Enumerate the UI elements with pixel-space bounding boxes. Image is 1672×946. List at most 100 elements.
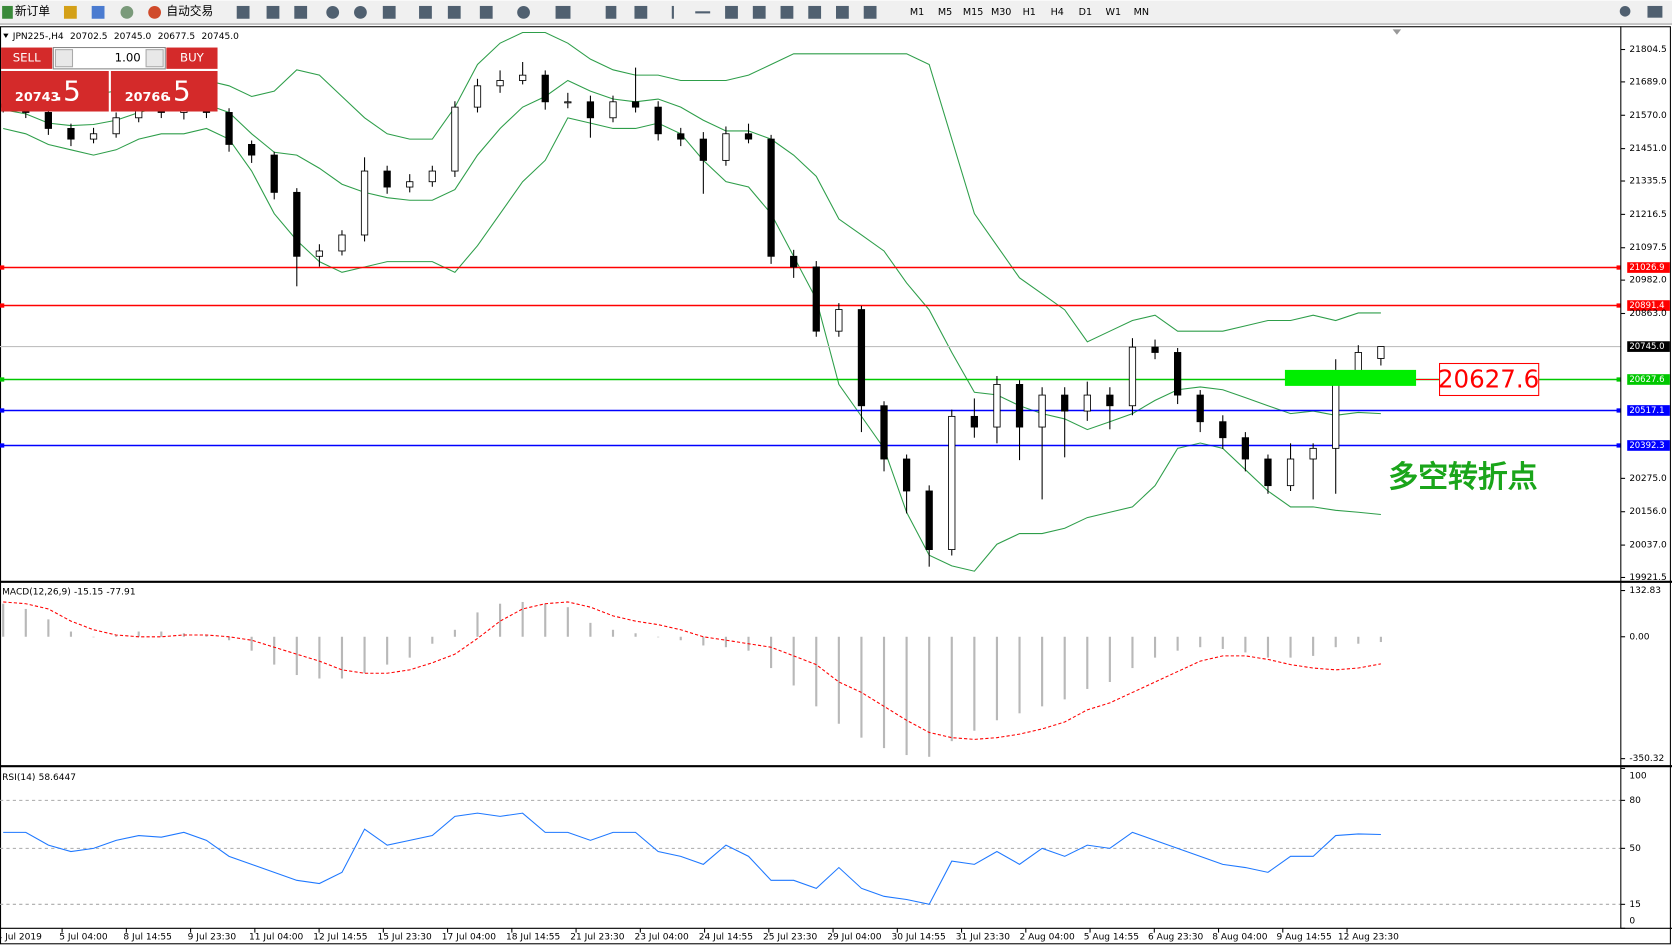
- macd-bar: [1063, 636, 1066, 700]
- timeframe-button[interactable]: W1: [1106, 7, 1122, 18]
- icon[interactable]: [517, 5, 530, 19]
- x-tick-label: 8 Aug 04:00: [1212, 932, 1267, 942]
- timeframe-button[interactable]: M5: [938, 7, 952, 18]
- indicator-name: MACD(12,26,9): [2, 587, 71, 597]
- auto-trading-button[interactable]: 自动交易: [166, 4, 213, 18]
- macd-bar: [860, 636, 863, 738]
- icon[interactable]: [120, 5, 134, 19]
- x-tick-label: 25 Jul 23:30: [763, 932, 817, 942]
- macd-bar: [973, 636, 976, 731]
- symbol: JPN225-,H4: [12, 31, 64, 41]
- new-order-icon[interactable]: [2, 5, 13, 19]
- candle-body: [428, 170, 436, 183]
- lots-up[interactable]: [145, 49, 164, 68]
- icon[interactable]: [266, 5, 280, 19]
- macd-bar: [679, 636, 682, 641]
- icon[interactable]: [808, 5, 822, 19]
- lots-input[interactable]: [52, 47, 166, 70]
- timeframe-button[interactable]: M1: [910, 7, 924, 18]
- auto-trading-icon[interactable]: [148, 5, 162, 19]
- timeframe-button[interactable]: D1: [1079, 7, 1092, 18]
- macd-bar: [950, 636, 953, 742]
- candle-body: [1038, 394, 1046, 428]
- buy-button[interactable]: [166, 47, 218, 69]
- macd-bar: [250, 636, 253, 651]
- y-tick-label: 21570.0: [1629, 111, 1667, 121]
- x-tick-label: 30 Jul 14:55: [892, 932, 946, 942]
- y-tick-label: 100: [1629, 771, 1647, 781]
- macd-bar: [1244, 636, 1247, 653]
- buy-price-box[interactable]: [110, 70, 218, 112]
- icon[interactable]: [63, 5, 77, 19]
- bollinger-lower: [3, 117, 1381, 572]
- icon[interactable]: [605, 5, 617, 19]
- candle-body: [970, 415, 978, 428]
- candle-body: [496, 80, 504, 87]
- rsi-line: [3, 812, 1381, 905]
- icon[interactable]: [294, 5, 308, 19]
- timeframe-button[interactable]: H1: [1023, 7, 1036, 18]
- icon[interactable]: [419, 5, 432, 19]
- icon[interactable]: [91, 5, 105, 19]
- new-order-button[interactable]: 新订单: [15, 4, 50, 18]
- sell-price-box[interactable]: [1, 70, 109, 112]
- indicator-header: RSI(14) 58.6447: [2, 772, 76, 782]
- macd-bar: [905, 636, 908, 756]
- buy-price-fraction: .5: [164, 74, 190, 107]
- candle-body: [67, 128, 75, 140]
- macd-bar: [521, 601, 524, 637]
- icon[interactable]: [671, 5, 674, 19]
- buy-price: 20766: [125, 90, 170, 105]
- macd-bar: [1312, 636, 1315, 656]
- timeframe-button[interactable]: H4: [1051, 7, 1064, 18]
- level-label: 21026.9: [1629, 263, 1664, 273]
- macd-bar: [724, 636, 727, 648]
- timeframe-button[interactable]: M30: [991, 7, 1011, 18]
- candle-body: [383, 170, 391, 188]
- macd-bar: [566, 607, 569, 637]
- icon[interactable]: [752, 5, 766, 19]
- timeframe-button[interactable]: MN: [1134, 7, 1149, 18]
- lots-down[interactable]: [54, 49, 74, 68]
- macd-bar: [295, 636, 298, 676]
- icon[interactable]: [479, 5, 493, 19]
- level-handle: [1616, 303, 1621, 308]
- icon[interactable]: [863, 5, 877, 19]
- price-annotation-box: [1439, 362, 1540, 397]
- candle-body: [790, 255, 798, 268]
- timeframe-button[interactable]: M15: [963, 7, 983, 18]
- macd-bar: [273, 636, 276, 665]
- candle-body: [1015, 384, 1024, 428]
- y-tick-label: 20156.0: [1629, 507, 1667, 517]
- icon[interactable]: [236, 5, 250, 19]
- sell-price-fraction: .5: [54, 74, 80, 107]
- icon[interactable]: [780, 5, 794, 19]
- icon[interactable]: [836, 5, 849, 19]
- icon[interactable]: [695, 11, 711, 14]
- macd-bar: [1086, 636, 1089, 689]
- lots-value[interactable]: 1.00: [115, 51, 141, 65]
- sell-button[interactable]: [1, 47, 53, 69]
- macd-bar: [2, 603, 5, 637]
- macd-bar: [69, 631, 73, 637]
- candle-body: [835, 309, 843, 332]
- x-tick-label: 23 Jul 04:00: [635, 932, 689, 942]
- icon[interactable]: [326, 5, 340, 19]
- icon[interactable]: [382, 5, 396, 19]
- macd-bar: [702, 636, 705, 646]
- macd-bar: [770, 636, 773, 669]
- macd-bar: [386, 636, 389, 665]
- search-icon[interactable]: [1619, 5, 1631, 17]
- level-label: 20745.0: [1629, 342, 1664, 352]
- y-tick-label: 21216.5: [1629, 210, 1666, 220]
- candle-body: [1196, 394, 1204, 423]
- y-tick-label: 21804.5: [1629, 45, 1666, 55]
- y-tick-label: 0.00: [1629, 632, 1649, 642]
- icon[interactable]: [447, 5, 461, 19]
- icon[interactable]: [354, 5, 367, 19]
- icon[interactable]: [725, 5, 738, 19]
- chat-icon[interactable]: [1647, 5, 1663, 18]
- icon[interactable]: [555, 5, 571, 19]
- y-tick-label: 0: [1629, 916, 1635, 926]
- icon[interactable]: [634, 5, 648, 19]
